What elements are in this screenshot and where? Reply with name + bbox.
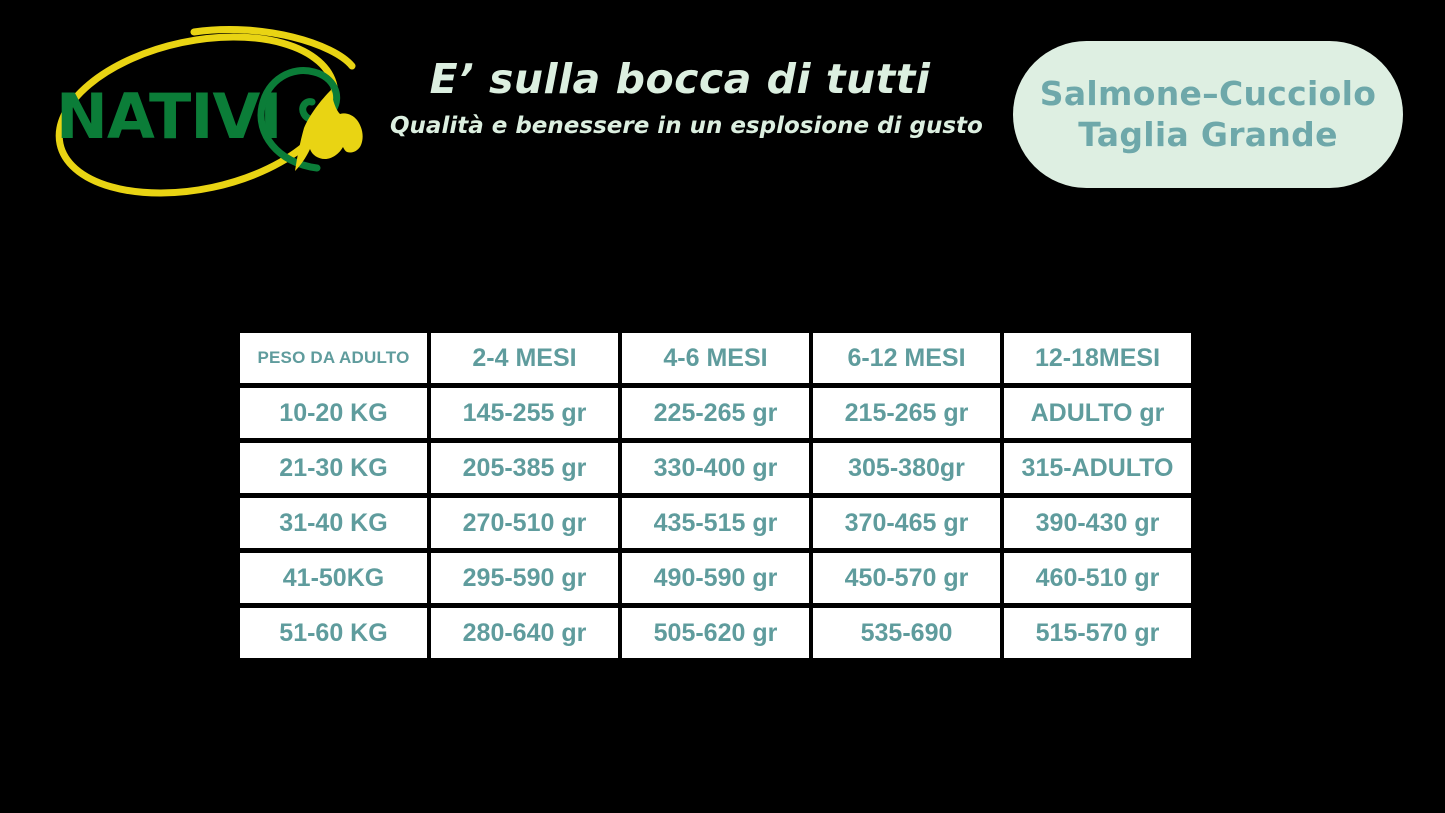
table-cell-value: 435-515 gr	[622, 498, 809, 548]
logo-wordmark: NATIVI	[56, 80, 281, 153]
table-header: PESO DA ADULTO 2-4 MESI 4-6 MESI 6-12 ME…	[240, 333, 1191, 383]
table-cell-value: 450-570 gr	[813, 553, 1000, 603]
table-header-cell-age-2: 4-6 MESI	[622, 333, 809, 383]
table-cell-value: 270-510 gr	[431, 498, 618, 548]
table-cell-value: 390-430 gr	[1004, 498, 1191, 548]
table-header-row: PESO DA ADULTO 2-4 MESI 4-6 MESI 6-12 ME…	[240, 333, 1191, 383]
headline-block: E’ sulla bocca di tutti Qualità e beness…	[390, 55, 983, 140]
table-cell-value: 315-ADULTO	[1004, 443, 1191, 493]
feeding-guide-table: PESO DA ADULTO 2-4 MESI 4-6 MESI 6-12 ME…	[236, 328, 1195, 663]
table-cell-value: 370-465 gr	[813, 498, 1000, 548]
table-cell-value: 280-640 gr	[431, 608, 618, 658]
badge-line-1: Salmone–Cucciolo	[1039, 74, 1377, 114]
table-cell-value: 305-380gr	[813, 443, 1000, 493]
table-cell-weight: 21-30 KG	[240, 443, 427, 493]
table-cell-value: 505-620 gr	[622, 608, 809, 658]
product-variant-badge: Salmone–Cucciolo Taglia Grande	[1013, 41, 1403, 188]
table-cell-value: 205-385 gr	[431, 443, 618, 493]
table-row: 51-60 KG 280-640 gr 505-620 gr 535-690 5…	[240, 608, 1191, 658]
logo-spiral-icon	[257, 67, 341, 172]
table-cell-value: 490-590 gr	[622, 553, 809, 603]
table-header-cell-age-3: 6-12 MESI	[813, 333, 1000, 383]
table-cell-weight: 51-60 KG	[240, 608, 427, 658]
table-row: 10-20 KG 145-255 gr 225-265 gr 215-265 g…	[240, 388, 1191, 438]
table-cell-value: 460-510 gr	[1004, 553, 1191, 603]
logo-graphic: NATIVI	[55, 26, 363, 197]
table-cell-value: 145-255 gr	[431, 388, 618, 438]
brand-logo: NATIVI	[34, 18, 394, 208]
table-row: 31-40 KG 270-510 gr 435-515 gr 370-465 g…	[240, 498, 1191, 548]
table-header-cell-age-4: 12-18MESI	[1004, 333, 1191, 383]
table-cell-weight: 31-40 KG	[240, 498, 427, 548]
table-body: 10-20 KG 145-255 gr 225-265 gr 215-265 g…	[240, 388, 1191, 658]
table-cell-value: 215-265 gr	[813, 388, 1000, 438]
table-cell-value: 225-265 gr	[622, 388, 809, 438]
table-row: 41-50KG 295-590 gr 490-590 gr 450-570 gr…	[240, 553, 1191, 603]
table-header-cell-age-1: 2-4 MESI	[431, 333, 618, 383]
table-cell-weight: 41-50KG	[240, 553, 427, 603]
dog-head-icon	[295, 90, 363, 171]
table-cell-value: 515-570 gr	[1004, 608, 1191, 658]
table-row: 21-30 KG 205-385 gr 330-400 gr 305-380gr…	[240, 443, 1191, 493]
table-cell-weight: 10-20 KG	[240, 388, 427, 438]
badge-line-2: Taglia Grande	[1078, 114, 1338, 154]
table-cell-value: 295-590 gr	[431, 553, 618, 603]
table-cell-value: 330-400 gr	[622, 443, 809, 493]
table-cell-value: 535-690	[813, 608, 1000, 658]
page-title: E’ sulla bocca di tutti	[429, 55, 931, 103]
table-header-cell-weight: PESO DA ADULTO	[240, 333, 427, 383]
page-subtitle: Qualità e benessere in un esplosione di …	[390, 113, 983, 140]
table-cell-value: ADULTO gr	[1004, 388, 1191, 438]
